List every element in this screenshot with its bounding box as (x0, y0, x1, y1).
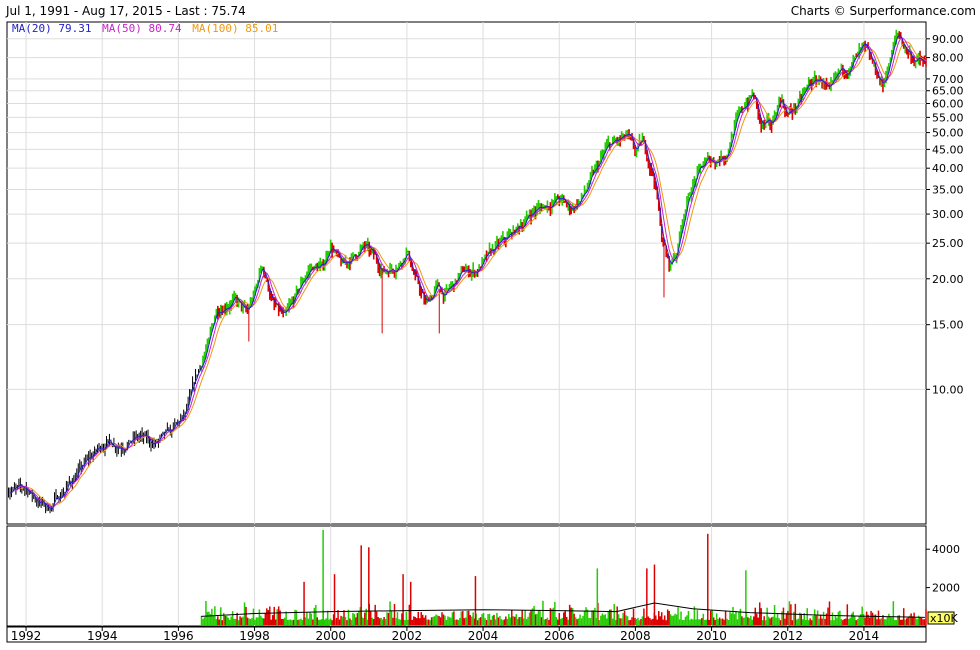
y-tick-label: 20.00 (932, 273, 964, 286)
volume-frame (6, 525, 927, 627)
x-tick-label: 2006 (544, 629, 575, 643)
price-panel: 10.00 15.00 20.00 25.00 30.00 35.00 40.00 45.00… (6, 21, 964, 525)
x-tick-label: 1992 (11, 629, 42, 643)
x-tick-label: 2004 (468, 629, 499, 643)
legend-ma50: MA(50) 80.74 (102, 22, 182, 35)
y-tick-label: 90.00 (932, 33, 964, 46)
x-tick-label: 2000 (315, 629, 346, 643)
x-tick-label: 2014 (849, 629, 880, 643)
legend-ma20: MA(20) 79.31 (12, 22, 92, 35)
y-tick-label: 45.00 (932, 143, 964, 156)
volume-panel: 2000 4000 x10K (6, 525, 960, 627)
x-tick-label: 1994 (87, 629, 118, 643)
volume-tick-label: 4000 (932, 543, 960, 556)
ma-legend: MA(20) 79.31 MA(50) 80.74 MA(100) 85.01 (12, 22, 282, 35)
y-tick-label: 50.00 (932, 127, 964, 140)
y-tick-label: 60.00 (932, 97, 964, 110)
legend-ma100: MA(100) 85.01 (192, 22, 278, 35)
y-tick-label: 40.00 (932, 162, 964, 175)
y-tick-label: 55.00 (932, 111, 964, 124)
legend-ma50-value: 80.74 (148, 22, 182, 35)
y-tick-label: 65.00 (932, 85, 964, 98)
x-tick-label: 1996 (163, 629, 194, 643)
volume-unit-box (927, 611, 955, 625)
x-axis: 1992 1994 1996 1998 2000 2002 2004 2006 2008 2010… (6, 626, 927, 643)
y-tick-label: 80.00 (932, 52, 964, 65)
ma20-line (9, 34, 927, 511)
y-tick-label: 30.00 (932, 208, 964, 221)
x-tick-label: 2012 (772, 629, 803, 643)
legend-ma100-label: MA(100) (192, 22, 239, 35)
y-tick-label: 10.00 (932, 383, 964, 396)
volume-average-line (201, 602, 925, 618)
legend-ma20-value: 79.31 (58, 22, 92, 35)
credit-link[interactable]: Charts © Surperformance.com (790, 4, 976, 18)
volume-tick-label: 2000 (932, 582, 960, 595)
legend-ma50-label: MA(50) (102, 22, 142, 35)
x-tick-label: 2008 (620, 629, 651, 643)
x-tick-label: 1998 (239, 629, 270, 643)
volume-unit-label: x10K (930, 612, 959, 625)
y-tick-label: 35.00 (932, 183, 964, 196)
legend-ma100-value: 85.01 (245, 22, 279, 35)
x-tick-label: 2002 (392, 629, 423, 643)
x-tick-label: 2010 (696, 629, 727, 643)
y-tick-label: 15.00 (932, 319, 964, 332)
legend-ma20-label: MA(20) (12, 22, 52, 35)
x-axis-frame (6, 626, 927, 643)
chart-title: Jul 1, 1991 - Aug 17, 2015 - Last : 75.7… (6, 4, 246, 18)
y-tick-label: 25.00 (932, 237, 964, 250)
y-tick-label: 70.00 (932, 73, 964, 86)
